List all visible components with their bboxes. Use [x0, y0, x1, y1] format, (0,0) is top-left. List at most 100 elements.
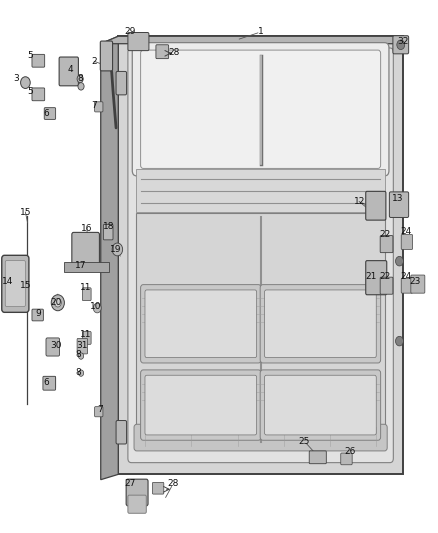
Text: 26: 26: [345, 448, 356, 456]
FancyBboxPatch shape: [265, 290, 376, 358]
FancyBboxPatch shape: [2, 255, 29, 312]
Circle shape: [77, 75, 83, 83]
Text: 5: 5: [27, 52, 33, 60]
FancyBboxPatch shape: [128, 33, 149, 51]
Text: 12: 12: [353, 197, 365, 206]
FancyBboxPatch shape: [260, 285, 381, 363]
FancyBboxPatch shape: [380, 236, 393, 253]
FancyBboxPatch shape: [141, 370, 261, 440]
FancyBboxPatch shape: [100, 41, 113, 71]
FancyBboxPatch shape: [32, 54, 45, 67]
FancyBboxPatch shape: [126, 479, 148, 506]
Text: 16: 16: [81, 224, 92, 232]
Circle shape: [78, 370, 84, 376]
FancyBboxPatch shape: [95, 102, 103, 112]
Text: 27: 27: [125, 480, 136, 488]
Text: 22: 22: [379, 272, 390, 280]
Text: 14: 14: [2, 277, 14, 286]
Text: 20: 20: [50, 298, 62, 307]
Circle shape: [396, 336, 403, 346]
FancyBboxPatch shape: [132, 43, 389, 176]
Text: 31: 31: [77, 341, 88, 350]
FancyBboxPatch shape: [136, 213, 385, 446]
FancyBboxPatch shape: [389, 192, 409, 217]
Circle shape: [112, 243, 123, 256]
FancyBboxPatch shape: [82, 288, 91, 301]
FancyBboxPatch shape: [44, 377, 56, 389]
Circle shape: [396, 256, 403, 266]
Text: 28: 28: [167, 480, 179, 488]
Text: 22: 22: [379, 230, 390, 239]
FancyBboxPatch shape: [401, 278, 413, 293]
FancyBboxPatch shape: [341, 453, 352, 465]
Text: 28: 28: [169, 48, 180, 56]
Text: 11: 11: [80, 330, 91, 339]
Text: 7: 7: [91, 101, 97, 110]
Text: 19: 19: [110, 245, 122, 254]
FancyBboxPatch shape: [43, 376, 56, 390]
Text: 7: 7: [97, 405, 103, 414]
Polygon shape: [101, 36, 403, 44]
Polygon shape: [118, 36, 403, 474]
FancyBboxPatch shape: [393, 36, 409, 54]
Text: 23: 23: [410, 277, 421, 286]
Text: 21: 21: [366, 272, 377, 280]
Text: 4: 4: [67, 65, 73, 74]
FancyBboxPatch shape: [411, 275, 425, 293]
FancyBboxPatch shape: [95, 407, 103, 417]
Text: 6: 6: [43, 109, 49, 118]
FancyBboxPatch shape: [128, 495, 146, 513]
Text: 5: 5: [27, 87, 33, 96]
FancyBboxPatch shape: [366, 191, 386, 220]
FancyBboxPatch shape: [134, 424, 387, 451]
FancyBboxPatch shape: [141, 50, 381, 168]
Text: 8: 8: [75, 350, 81, 359]
Circle shape: [397, 40, 405, 50]
FancyBboxPatch shape: [152, 482, 164, 494]
Text: 3: 3: [14, 75, 20, 83]
FancyBboxPatch shape: [401, 235, 413, 249]
FancyBboxPatch shape: [46, 338, 60, 356]
Text: 15: 15: [20, 281, 31, 289]
Text: 24: 24: [401, 228, 412, 236]
FancyBboxPatch shape: [156, 45, 169, 59]
FancyBboxPatch shape: [145, 375, 257, 435]
Text: 8: 8: [77, 75, 83, 83]
Text: 9: 9: [35, 309, 42, 318]
Polygon shape: [101, 36, 118, 480]
Text: 8: 8: [75, 368, 81, 376]
FancyBboxPatch shape: [116, 71, 127, 95]
FancyBboxPatch shape: [380, 277, 393, 294]
FancyBboxPatch shape: [116, 421, 127, 444]
FancyBboxPatch shape: [77, 338, 88, 354]
FancyBboxPatch shape: [32, 88, 45, 101]
Text: 17: 17: [75, 261, 87, 270]
Circle shape: [78, 353, 84, 359]
FancyBboxPatch shape: [141, 285, 261, 363]
FancyBboxPatch shape: [44, 108, 56, 119]
FancyBboxPatch shape: [260, 370, 381, 440]
FancyBboxPatch shape: [145, 290, 257, 358]
Circle shape: [21, 77, 30, 88]
Text: 18: 18: [103, 222, 114, 231]
FancyBboxPatch shape: [103, 224, 113, 240]
FancyBboxPatch shape: [32, 309, 43, 321]
Text: 30: 30: [50, 341, 62, 350]
FancyBboxPatch shape: [64, 262, 109, 272]
Text: 32: 32: [398, 37, 409, 46]
FancyBboxPatch shape: [366, 261, 387, 295]
Text: 1: 1: [258, 28, 264, 36]
Circle shape: [51, 295, 64, 311]
Text: 2: 2: [92, 57, 97, 66]
FancyBboxPatch shape: [82, 332, 91, 344]
Circle shape: [93, 303, 101, 313]
Text: 10: 10: [90, 302, 101, 311]
Text: 15: 15: [20, 208, 31, 216]
FancyBboxPatch shape: [5, 261, 25, 306]
FancyBboxPatch shape: [309, 451, 326, 464]
FancyBboxPatch shape: [265, 375, 376, 435]
FancyBboxPatch shape: [136, 169, 385, 212]
Text: 29: 29: [125, 28, 136, 36]
Circle shape: [78, 83, 84, 90]
Text: 24: 24: [401, 272, 412, 280]
